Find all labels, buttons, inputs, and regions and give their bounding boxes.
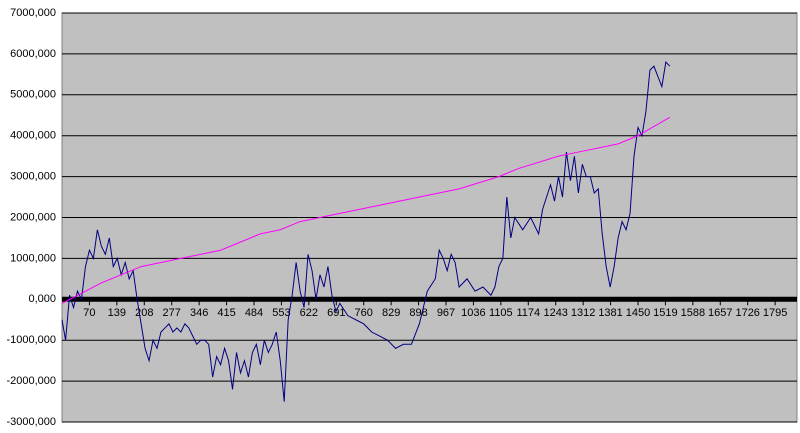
line-series: [61, 116, 671, 304]
y-tick-label: 4000,000: [10, 130, 56, 142]
x-tick-label: 346: [190, 307, 208, 319]
y-tick-label: 7000,000: [10, 7, 56, 19]
x-tick-label: 277: [163, 307, 181, 319]
x-tick-label: 415: [217, 307, 235, 319]
x-tick-label: 1243: [543, 307, 567, 319]
x-tick-label: 691: [327, 307, 345, 319]
y-tick-label: -2000,000: [6, 375, 56, 387]
x-tick-label: 208: [135, 307, 153, 319]
x-tick-label: 1588: [681, 307, 705, 319]
y-tick-label: 6000,000: [10, 48, 56, 60]
x-tick-label: 1312: [571, 307, 595, 319]
y-tick-label: 5000,000: [10, 89, 56, 101]
x-tick-label: 484: [245, 307, 263, 319]
line-series: [61, 61, 671, 402]
x-tick-label: 1795: [763, 307, 787, 319]
x-tick-label: 1519: [653, 307, 677, 319]
y-tick-label: 2000,000: [10, 211, 56, 223]
x-tick-label: 1450: [626, 307, 650, 319]
x-tick-label: 967: [437, 307, 455, 319]
x-tick-label: 1657: [708, 307, 732, 319]
x-tick-label: 553: [272, 307, 290, 319]
x-tick-label: 1036: [461, 307, 485, 319]
x-tick-label: 1726: [735, 307, 759, 319]
x-tick-label: 1381: [598, 307, 622, 319]
y-tick-label: 1000,000: [10, 252, 56, 264]
x-tick-label: 898: [409, 307, 427, 319]
x-tick-label: 1105: [489, 307, 513, 319]
y-tick-label: -1000,000: [6, 334, 56, 346]
y-tick-label: 3000,000: [10, 171, 56, 183]
x-tick-label: 139: [108, 307, 126, 319]
x-tick-label: 1174: [516, 307, 540, 319]
x-tick-label: 829: [382, 307, 400, 319]
x-tick-label: 760: [355, 307, 373, 319]
x-tick-label: 70: [83, 307, 95, 319]
y-tick-label: -3000,000: [6, 416, 56, 428]
y-tick-label: 0,000: [28, 293, 56, 305]
x-tick-label: 622: [300, 307, 318, 319]
